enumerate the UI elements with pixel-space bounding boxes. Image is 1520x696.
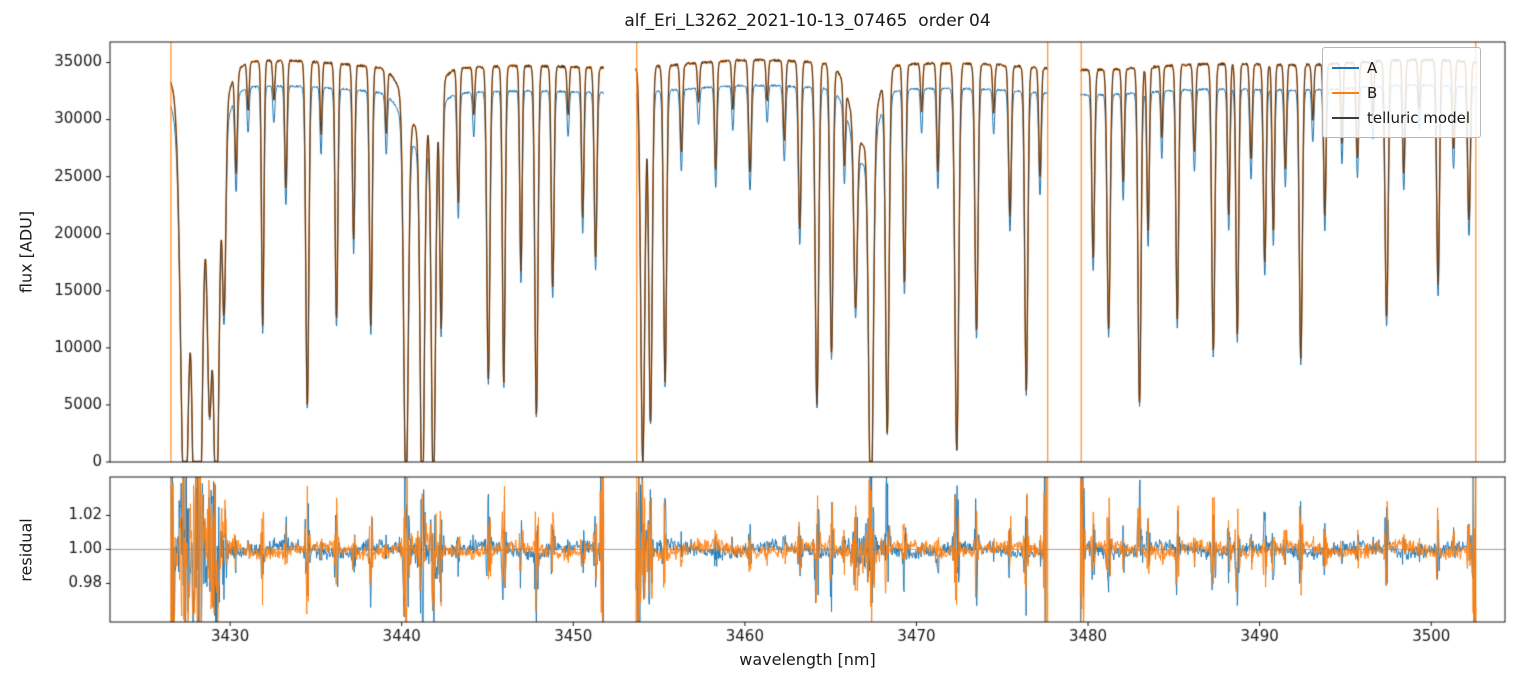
legend-line-telluric-icon: [1332, 116, 1359, 119]
legend-label-telluric: telluric model: [1367, 108, 1471, 127]
legend-line-a-icon: [1332, 66, 1359, 69]
legend-entry-b: B: [1332, 80, 1470, 105]
flux-axis-label: flux [ADU]: [16, 210, 36, 294]
legend-line-b-icon: [1332, 91, 1359, 94]
legend: A B telluric model: [1322, 47, 1482, 138]
residual-axis-label: residual: [16, 518, 36, 582]
legend-label-a: A: [1367, 58, 1378, 77]
x-axis-label: wavelength [nm]: [739, 650, 876, 669]
legend-entry-telluric: telluric model: [1332, 105, 1470, 130]
legend-label-b: B: [1367, 83, 1378, 102]
legend-entry-a: A: [1332, 55, 1470, 80]
chart-title: alf_Eri_L3262_2021-10-13_07465 order 04: [624, 11, 991, 31]
